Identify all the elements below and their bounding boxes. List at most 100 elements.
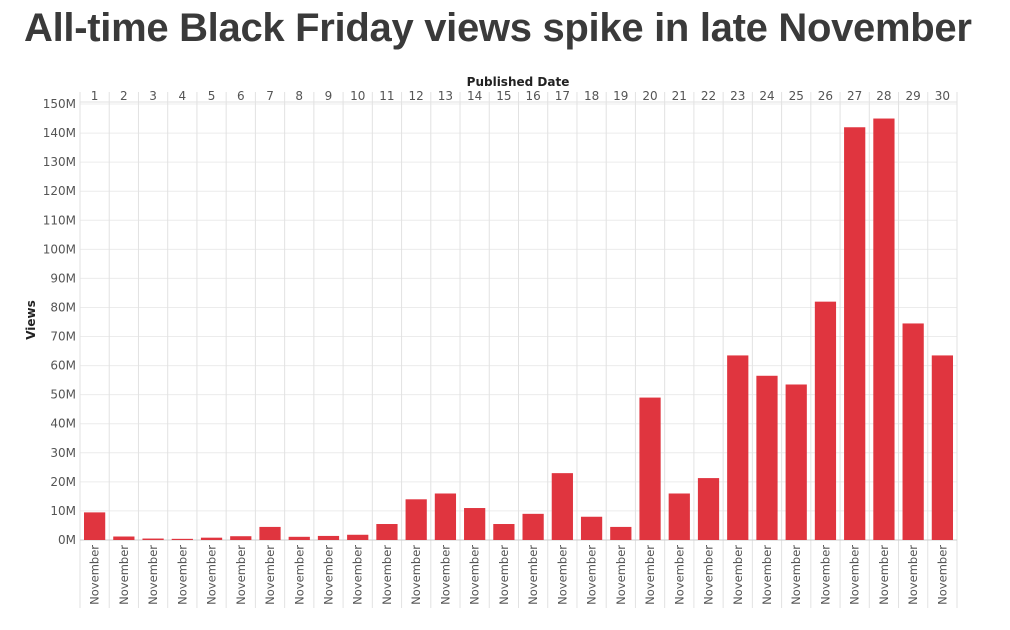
x-category-label: November: [117, 545, 131, 605]
x-category-labels: November November November November November…: [88, 545, 950, 605]
bar: [639, 397, 661, 540]
x-category-label: November: [818, 545, 832, 605]
x-category-label: November: [614, 545, 628, 605]
x-header-label: 8: [295, 89, 303, 103]
bar: [434, 493, 457, 540]
x-category-label: November: [380, 545, 394, 605]
x-header-label: 12: [409, 89, 424, 103]
y-tick-label: 100M: [43, 242, 76, 256]
x-header-label: 9: [325, 89, 333, 103]
x-header-label: 11: [379, 89, 394, 103]
bar: [902, 323, 924, 540]
bar: [405, 499, 427, 540]
y-tick-label: 0M: [58, 533, 76, 547]
bar: [259, 526, 281, 540]
y-tick-label: 70M: [50, 330, 76, 344]
x-category-label: November: [497, 545, 511, 605]
x-category-label: November: [526, 545, 540, 605]
x-category-label: November: [146, 545, 160, 605]
bar: [317, 535, 340, 540]
x-category-label: November: [263, 545, 277, 605]
bar: [697, 478, 720, 540]
y-tick-label: 130M: [43, 155, 76, 169]
x-category-label: November: [438, 545, 452, 605]
x-category-label: November: [789, 545, 803, 605]
x-header-label: 4: [178, 89, 186, 103]
x-category-label: November: [234, 545, 248, 605]
x-category-label: November: [321, 545, 335, 605]
bar: [844, 127, 866, 541]
x-header-label: 10: [350, 89, 365, 103]
x-header-labels: 1 2 3 4 5 6 7 8 9 10 11 12 13 14 15 16 17 18 19 20 21 22 23 24 2…: [91, 89, 950, 103]
x-header-label: 30: [935, 89, 950, 103]
x-header-label: 27: [847, 89, 862, 103]
x-category-label: November: [555, 545, 569, 605]
y-tick-label: 150M: [43, 97, 76, 111]
bar: [230, 536, 252, 540]
bar: [931, 355, 953, 540]
y-axis-title: Views: [24, 300, 38, 340]
y-tick-label: 40M: [50, 417, 76, 431]
x-header-label: 29: [906, 89, 921, 103]
x-category-label: November: [731, 545, 745, 605]
x-category-label: November: [585, 545, 599, 605]
x-header-label: 6: [237, 89, 245, 103]
x-category-label: November: [906, 545, 920, 605]
y-tick-label: 90M: [50, 271, 76, 285]
x-header-label: 7: [266, 89, 274, 103]
bar: [610, 526, 632, 540]
x-header-label: 25: [789, 89, 804, 103]
x-category-label: November: [292, 545, 306, 605]
x-category-label: November: [205, 545, 219, 605]
bar: [727, 355, 749, 540]
x-header-label: 16: [525, 89, 540, 103]
x-header-label: 26: [818, 89, 833, 103]
bar: [347, 534, 369, 540]
bar: [376, 524, 398, 540]
bar: [873, 118, 895, 541]
x-header-label: 13: [438, 89, 453, 103]
x-category-label: November: [468, 545, 482, 605]
x-header-label: 19: [613, 89, 628, 103]
x-category-label: November: [672, 545, 686, 605]
x-header-label: 18: [584, 89, 599, 103]
bar: [551, 473, 573, 540]
x-category-label: November: [175, 545, 189, 605]
bar: [113, 536, 135, 540]
y-tick-label: 10M: [50, 504, 76, 518]
gridlines: [79, 92, 958, 608]
bar: [814, 301, 837, 540]
bar: [464, 508, 486, 540]
bar: [493, 524, 515, 540]
x-header-label: 5: [208, 89, 216, 103]
x-header-label: 28: [876, 89, 891, 103]
bar: [171, 538, 193, 540]
bar: [756, 375, 778, 540]
x-header-label: 2: [120, 89, 128, 103]
bar: [142, 538, 164, 540]
y-tick-label: 60M: [50, 359, 76, 373]
x-header-label: 3: [149, 89, 157, 103]
bar: [200, 537, 223, 540]
y-tick-label: 120M: [43, 184, 76, 198]
x-header-label: 23: [730, 89, 745, 103]
bar: [580, 516, 603, 540]
x-category-label: November: [351, 545, 365, 605]
x-header-label: 20: [642, 89, 657, 103]
x-header-label: 17: [555, 89, 570, 103]
x-header-label: 22: [701, 89, 716, 103]
x-category-label: November: [760, 545, 774, 605]
bar: [84, 512, 106, 540]
bar: [668, 493, 690, 540]
bar: [785, 384, 807, 540]
y-tick-labels: 0M 10M 20M 30M 40M 50M 60M 70M 80M 90M 100M 110M 120…: [43, 97, 76, 547]
y-tick-label: 110M: [43, 213, 76, 227]
x-header-label: 14: [467, 89, 482, 103]
bars: [84, 118, 953, 541]
y-tick-label: 80M: [50, 300, 76, 314]
bar: [522, 513, 544, 540]
chart-title: All-time Black Friday views spike in lat…: [24, 6, 972, 50]
y-tick-label: 30M: [50, 446, 76, 460]
x-category-label: November: [409, 545, 423, 605]
